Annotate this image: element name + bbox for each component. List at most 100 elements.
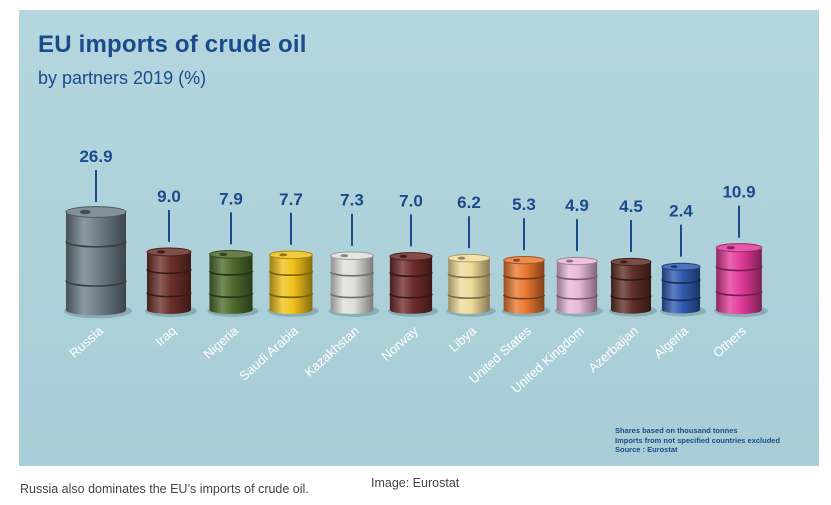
barrel-body bbox=[269, 254, 313, 314]
barrel-bung bbox=[219, 252, 228, 256]
barrel-ring bbox=[268, 293, 314, 299]
barrel-united-states bbox=[501, 256, 551, 317]
barrel-ring bbox=[65, 241, 127, 248]
barrel-ring bbox=[502, 294, 546, 300]
barrel-bung bbox=[457, 256, 466, 260]
category-label: Norway bbox=[378, 323, 421, 364]
value-label: 7.7 bbox=[279, 190, 303, 209]
barrel-bung bbox=[340, 254, 349, 258]
note-exclusion: Imports from not specified countries exc… bbox=[615, 435, 781, 445]
barrel-kazakhstan bbox=[328, 251, 380, 317]
barrel-body bbox=[448, 258, 490, 314]
barrel-body bbox=[209, 254, 253, 314]
barrel-body bbox=[389, 256, 433, 314]
barrel-algeria bbox=[659, 262, 707, 317]
category-label: Saudi Arabia bbox=[236, 323, 301, 384]
barrel-nigeria bbox=[207, 250, 259, 317]
barrel-lid bbox=[208, 250, 254, 259]
barrel-ring bbox=[65, 280, 127, 287]
category-label: Azerbaijan bbox=[585, 323, 641, 375]
category-label: Kazakhstan bbox=[301, 323, 362, 380]
barrel-ring bbox=[556, 275, 598, 281]
image-credit: Image: Eurostat bbox=[371, 476, 460, 490]
category-label: Russia bbox=[66, 323, 106, 361]
barrel-bung bbox=[620, 260, 628, 264]
barrel-bung bbox=[157, 250, 166, 254]
barrel-body bbox=[146, 251, 192, 314]
barrel-bung bbox=[513, 258, 521, 262]
barrel-ring bbox=[208, 270, 254, 276]
barrel-body bbox=[330, 255, 374, 314]
barrel-ring bbox=[146, 269, 192, 275]
value-label: 5.3 bbox=[512, 195, 536, 214]
barrel-ring bbox=[447, 294, 491, 299]
barrel-norway bbox=[387, 252, 439, 317]
value-label: 10.9 bbox=[722, 183, 755, 202]
barrel-bung bbox=[670, 265, 678, 269]
chart-subtitle: by partners 2019 (%) bbox=[38, 68, 207, 88]
barrel-ring bbox=[715, 266, 763, 272]
barrel-russia bbox=[64, 206, 132, 319]
category-label: Nigeria bbox=[200, 323, 241, 362]
category-label: Others bbox=[710, 323, 749, 361]
chart-figure: EU imports of crude oil by partners 2019… bbox=[19, 10, 819, 466]
value-label: 4.9 bbox=[565, 196, 589, 215]
chart-notes: Shares based on thousand tonnes Imports … bbox=[615, 426, 780, 455]
barrel-ring bbox=[329, 271, 375, 277]
barrel-body bbox=[503, 260, 545, 314]
barrel-body bbox=[556, 261, 598, 314]
barrel-ring bbox=[208, 292, 254, 298]
value-label: 2.4 bbox=[669, 202, 693, 221]
barrel-ring bbox=[610, 295, 652, 300]
barrel-bung bbox=[566, 259, 574, 263]
barrel-united-kingdom bbox=[554, 256, 604, 317]
barrel-lid bbox=[330, 251, 374, 261]
barrel-body bbox=[716, 247, 762, 315]
barrel-ring bbox=[146, 292, 192, 298]
barrel-lid bbox=[389, 252, 433, 261]
barrel-lid bbox=[65, 206, 127, 218]
barrel-bung bbox=[279, 253, 288, 257]
barrel-ring bbox=[661, 279, 701, 284]
value-label: 7.0 bbox=[399, 191, 423, 210]
figure-caption: Russia also dominates the EU’s imports o… bbox=[20, 482, 309, 496]
barrel-lid bbox=[610, 257, 652, 267]
barrel-ring bbox=[715, 290, 763, 297]
note-basis: Shares based on thousand tonnes bbox=[615, 426, 738, 435]
barrel-azerbaijan bbox=[608, 257, 658, 317]
value-label: 7.9 bbox=[219, 189, 243, 208]
category-label: Libya bbox=[446, 323, 480, 355]
chart-title: EU imports of crude oil bbox=[38, 31, 307, 58]
barrel-libya bbox=[446, 253, 496, 317]
value-label: 4.5 bbox=[619, 197, 643, 216]
barrel-ring bbox=[329, 293, 375, 299]
barrel-ring bbox=[556, 294, 598, 300]
category-label: Iraq bbox=[152, 323, 179, 349]
barrel-saudi-arabia bbox=[267, 250, 319, 317]
barrel-body bbox=[610, 261, 652, 314]
barrel-ring bbox=[661, 296, 701, 302]
barrel-lid bbox=[715, 243, 763, 253]
barrel-iraq bbox=[144, 247, 198, 317]
barrel-lid bbox=[556, 256, 598, 266]
barrel-bung bbox=[399, 254, 408, 258]
barrel-ring bbox=[389, 272, 433, 278]
barrel-body bbox=[66, 212, 126, 316]
barrel-lid bbox=[269, 250, 313, 260]
value-label: 7.3 bbox=[340, 191, 364, 210]
note-source: Source : Eurostat bbox=[615, 445, 678, 454]
barrel-bung bbox=[726, 246, 735, 250]
barrel-ring bbox=[502, 274, 546, 280]
barrel-lid bbox=[146, 247, 192, 257]
value-label: 9.0 bbox=[157, 187, 181, 206]
barrel-others bbox=[714, 243, 768, 318]
barrel-lid bbox=[447, 253, 491, 263]
barrel-ring bbox=[610, 275, 652, 281]
barrel-ring bbox=[447, 273, 491, 279]
barrel-chart: 26.9 Russia 9.0 Iraq 7.9 Nigeria 7.7 Saudi Arab… bbox=[64, 147, 768, 396]
barrel-ring bbox=[268, 271, 314, 277]
barrel-body bbox=[661, 266, 701, 314]
value-label: 6.2 bbox=[457, 193, 481, 212]
value-label: 26.9 bbox=[79, 147, 112, 166]
barrel-lid bbox=[661, 262, 701, 271]
